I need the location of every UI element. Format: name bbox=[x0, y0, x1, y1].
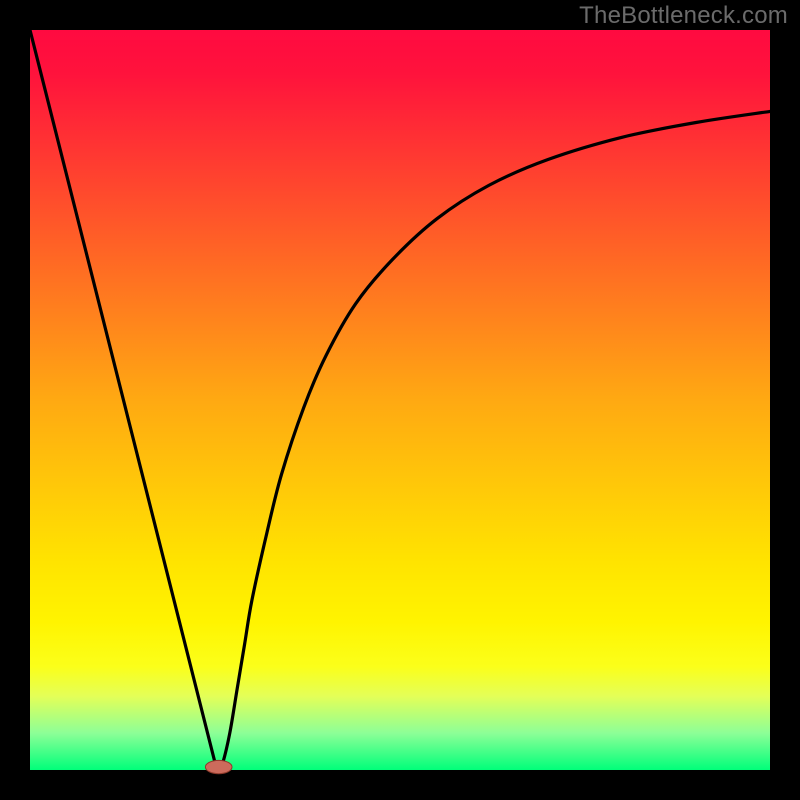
watermark-text: TheBottleneck.com bbox=[579, 2, 788, 30]
bottleneck-chart bbox=[0, 0, 800, 800]
apex-marker bbox=[205, 760, 232, 773]
plot-background bbox=[30, 30, 770, 770]
chart-frame: TheBottleneck.com bbox=[0, 0, 800, 800]
